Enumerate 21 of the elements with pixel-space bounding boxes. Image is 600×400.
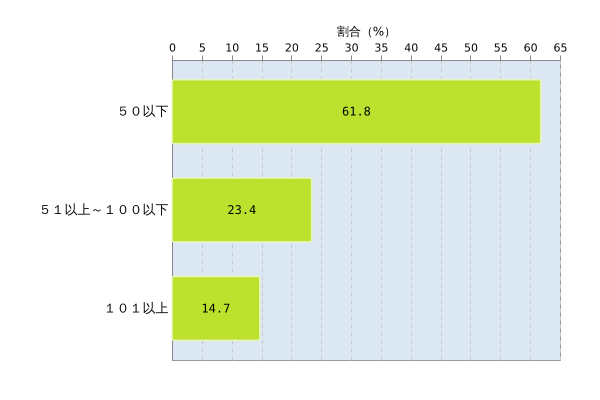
y-tick-label: ５１以上～１００以下 — [38, 203, 168, 218]
data-label: 61.8 — [342, 104, 371, 119]
x-tick-label: 20 — [284, 42, 299, 54]
x-tick-label: 0 — [169, 42, 176, 54]
y-tick-label: ５０以下 — [116, 104, 168, 120]
x-tick-label: 15 — [255, 42, 270, 54]
data-label: 14.7 — [201, 301, 230, 316]
x-axis-title: 割合（%） — [336, 24, 396, 38]
y-tick-label: １０１以上 — [104, 301, 168, 316]
x-tick-label: 55 — [494, 42, 508, 54]
x-tick-label: 65 — [554, 42, 568, 54]
x-tick-label: 10 — [225, 42, 240, 54]
x-tick-label: 25 — [314, 42, 329, 54]
x-tick-label: 60 — [524, 42, 538, 54]
x-tick-label: 30 — [344, 42, 359, 54]
data-label: 23.4 — [227, 203, 256, 217]
x-tick-label: 5 — [198, 42, 206, 54]
x-tick-label: 45 — [434, 42, 448, 54]
x-tick-label: 35 — [374, 42, 388, 54]
x-tick-label: 50 — [464, 42, 478, 54]
x-tick-label: 40 — [404, 42, 418, 54]
